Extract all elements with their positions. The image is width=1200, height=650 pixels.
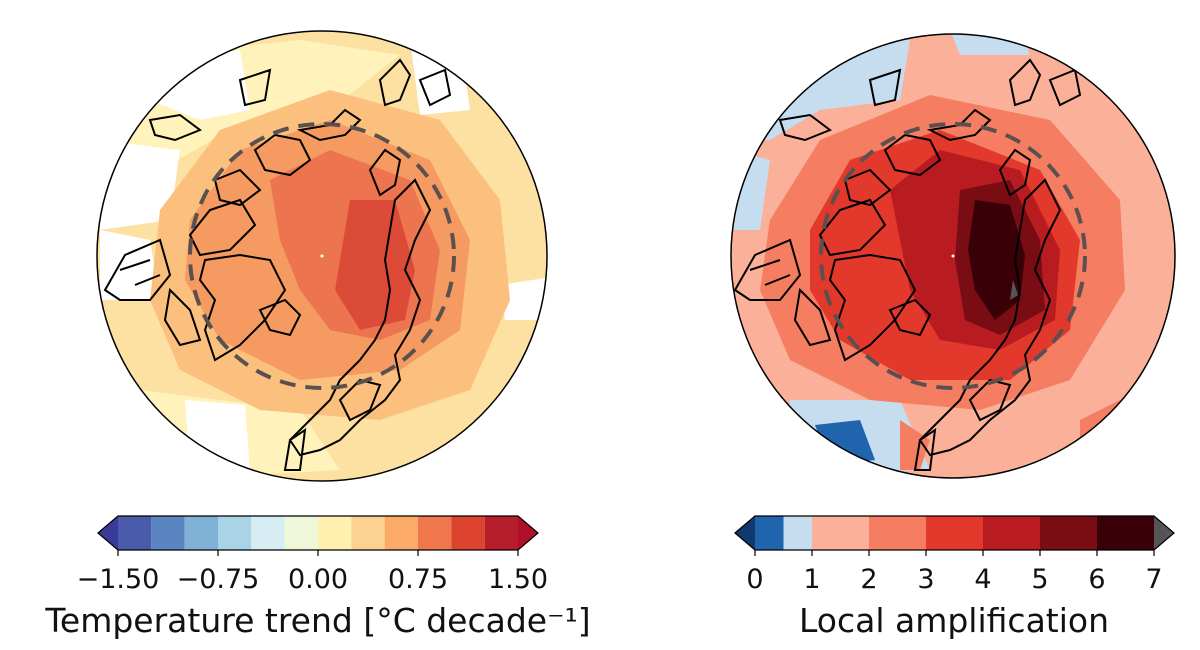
colorbar-segment [118, 516, 152, 550]
colorbar-segment [812, 516, 869, 550]
colorbar-tick-label: 6 [1088, 564, 1105, 595]
coastlines [103, 58, 452, 471]
colorbar-segment [284, 516, 318, 550]
colorbar-ticks: −1.50 −0.75 0.00 0.75 1.50 [77, 564, 548, 595]
temperature-trend-map [97, 31, 547, 481]
temperature-trend-colorbar [97, 515, 539, 556]
extreme-amplification-region [968, 200, 1025, 320]
colorbar-extend-over [1154, 516, 1174, 550]
colorbar-tick-label: −0.75 [177, 564, 260, 595]
north-pole-marker [320, 254, 324, 258]
colorbar-title: Local amplification [799, 601, 1109, 640]
temperature-trend-panel: −1.50 −0.75 0.00 0.75 1.50 Temperature t… [44, 30, 591, 640]
colorbar-tick-label: 5 [1031, 564, 1048, 595]
colorbar-segment [218, 516, 252, 550]
colorbar-segment [484, 516, 518, 550]
colorbar-ticks: 0 1 2 3 4 5 6 7 [746, 564, 1162, 595]
colorbar-tick-label: 1 [803, 564, 820, 595]
overflow-patch [1010, 280, 1018, 300]
colorbar-extend-under [98, 516, 118, 550]
colorbar-title: Temperature trend [°C decade⁻¹] [44, 601, 590, 640]
map-boundary [730, 33, 1176, 479]
colorbar-segment [384, 516, 418, 550]
colorbar-segment [1097, 516, 1154, 550]
colorbar-tick-label: 4 [974, 564, 991, 595]
colorbar-segment [184, 516, 218, 550]
coastlines [733, 58, 1082, 471]
colorbar-extend-under [735, 516, 755, 550]
colorbar-segment [351, 516, 385, 550]
colorbar-segment [451, 516, 485, 550]
colorbar-tick-label: 2 [860, 564, 877, 595]
colorbar-tick-label: 3 [917, 564, 934, 595]
colorbar-segment [418, 516, 452, 550]
arctic-circle [819, 122, 1087, 390]
colorbar-tick-label: 7 [1145, 564, 1162, 595]
colorbar-tick-label: −1.50 [77, 564, 160, 595]
colorbar-segment [1040, 516, 1097, 550]
map-boundary [96, 30, 548, 482]
colorbar-tick-label: 0.00 [288, 564, 348, 595]
colorbar-tick-label: 1.50 [488, 564, 548, 595]
no-data-region [410, 40, 470, 115]
colorbar-tick-label: 0.75 [388, 564, 448, 595]
colorbar-tick-label: 0 [746, 564, 763, 595]
colorbar-extend-over [518, 516, 538, 550]
local-amplification-map [731, 34, 1175, 478]
arctic-circle [188, 122, 456, 390]
no-data-region [100, 140, 180, 230]
local-amplification-panel: 0 1 2 3 4 5 6 7 Local amplification [600, 0, 1200, 650]
colorbar-segment [869, 516, 926, 550]
no-data-region [185, 400, 250, 470]
temperature-trend-figure: −1.50 −0.75 0.00 0.75 1.50 Temperature t… [44, 30, 591, 640]
colorbar-segment [251, 516, 285, 550]
no-data-region [500, 278, 545, 320]
colorbar-segment [983, 516, 1040, 550]
colorbar-segment [318, 516, 352, 550]
colorbar-segment [783, 516, 812, 550]
local-amplification-figure: 0 1 2 3 4 5 6 7 Local amplification [730, 33, 1176, 640]
colorbar-segment [755, 516, 784, 550]
colorbar-segment [926, 516, 983, 550]
colorbar-segment [151, 516, 185, 550]
maximum-warming-region [335, 200, 415, 330]
local-amplification-colorbar [734, 515, 1175, 556]
north-pole-marker [951, 254, 955, 258]
